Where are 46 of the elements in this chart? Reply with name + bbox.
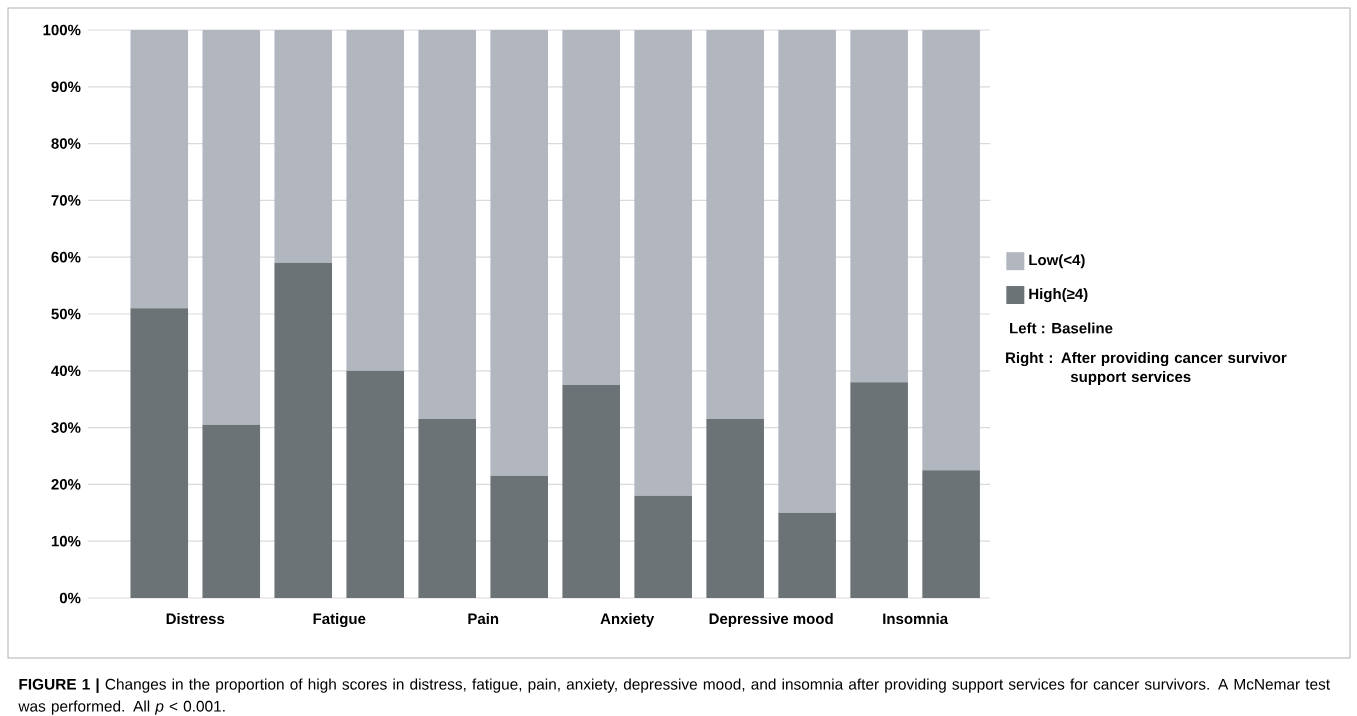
bar (274, 29, 333, 263)
x-tick-label: Pain (468, 613, 499, 625)
bar (418, 29, 477, 420)
y-tick-label: 10% (51, 535, 81, 547)
bar (202, 424, 261, 598)
bar (346, 370, 405, 598)
bar (202, 29, 261, 425)
y-tick-label: 70% (51, 195, 81, 206)
bar (634, 29, 692, 496)
y-tick-label: 50% (51, 308, 81, 320)
bar (418, 419, 477, 598)
bar (922, 470, 980, 598)
bar (706, 29, 764, 420)
y-tick-label: 80% (51, 138, 81, 149)
bar (490, 29, 549, 476)
legend-label: High(≥4) (1029, 288, 1088, 303)
y-tick-label: 0% (59, 592, 81, 604)
bar (850, 382, 908, 598)
bar (778, 512, 836, 598)
text: FIGURE 1 | Changes in the proportion of high scores in distress, fatigue, pain, anxiety, depressive mood, and insomnia after providing support services for cancer survivors. A McNemar test was performed. All p < 0.001. (18, 678, 1330, 715)
x-tick-label: Insomnia (883, 613, 949, 625)
bar (130, 29, 189, 309)
y-tick-label: 20% (51, 479, 81, 490)
bar (778, 29, 836, 513)
annotation: Left : Baseline (1010, 322, 1113, 334)
annotation: Right : After providing cancer survivor support services (1006, 352, 1287, 386)
legend-label: Low(<4) (1029, 254, 1085, 269)
bar (850, 29, 908, 383)
x-tick-label: Fatigue (313, 613, 366, 628)
bar (634, 495, 692, 598)
y-tick-label: 40% (51, 365, 81, 377)
bar (130, 308, 189, 598)
y-tick-label: 30% (51, 422, 81, 433)
bar (490, 475, 549, 598)
bar (922, 29, 980, 471)
y-tick-label: 100% (43, 24, 81, 36)
x-tick-label: Depressive mood (709, 613, 833, 628)
bar (346, 29, 405, 371)
bar (706, 419, 764, 598)
y-tick-label: 60% (51, 251, 81, 263)
x-tick-label: Anxiety (600, 613, 655, 628)
bar (274, 262, 333, 598)
bar (562, 29, 620, 385)
y-tick-label: 90% (51, 81, 81, 93)
bar (562, 384, 620, 598)
x-tick-label: Distress (166, 613, 225, 625)
